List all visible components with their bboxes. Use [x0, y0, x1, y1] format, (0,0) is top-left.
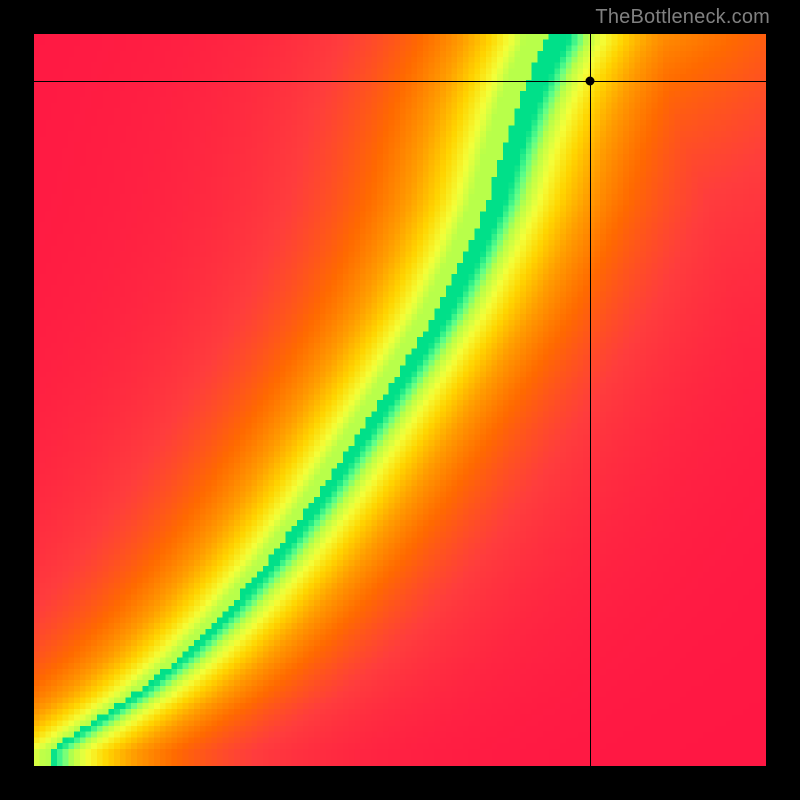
watermark-text: TheBottleneck.com — [595, 6, 770, 29]
crosshair-horizontal — [34, 81, 766, 82]
heatmap-plot — [33, 33, 767, 767]
crosshair-vertical — [590, 34, 591, 766]
marker-dot — [586, 76, 595, 85]
heatmap-canvas — [34, 34, 766, 766]
